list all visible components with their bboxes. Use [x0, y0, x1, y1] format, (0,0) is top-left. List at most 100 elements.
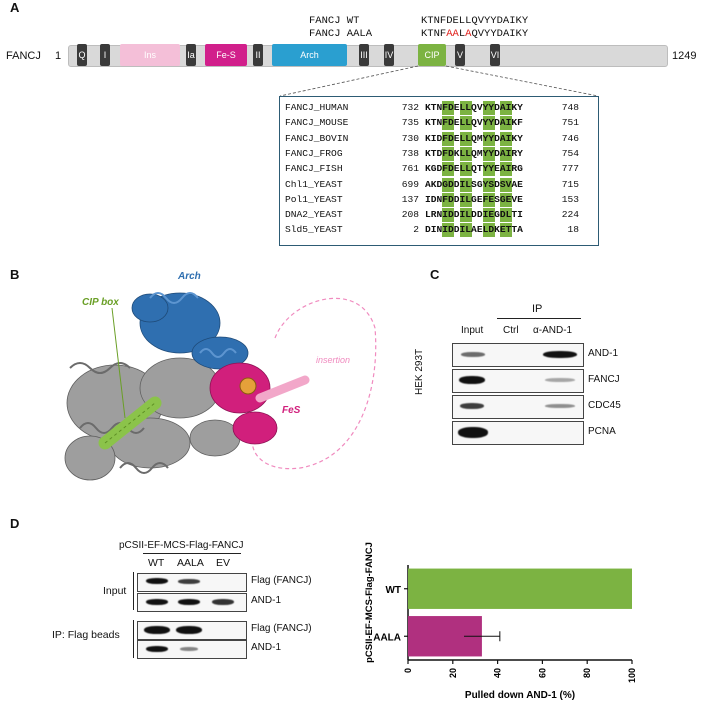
blot-d-ip-and1 — [137, 640, 247, 659]
panel-a-letter: A — [10, 0, 20, 15]
panel-b-letter: B — [10, 267, 20, 282]
conserved-highlight — [448, 131, 455, 146]
ip-flag-label: IP: Flag beads — [52, 629, 120, 641]
lane-aala: AALA — [177, 557, 204, 569]
x-tick-label: 0 — [403, 668, 413, 673]
x-tick-label: 80 — [582, 668, 592, 678]
alignment-sequence: LRNIDDILDDIEGDLTI — [425, 208, 555, 223]
conserved-highlight — [459, 223, 466, 238]
conserved-highlight — [442, 192, 449, 207]
blot-label-and1: AND-1 — [588, 348, 619, 359]
alignment-sequence: KTNFDELLQVYYDAIKY — [425, 101, 555, 115]
bar-chart: WT AALA 0 20 40 60 80 100 Pulled down AND-1 (%) p… — [364, 542, 637, 701]
domain-vi: VI — [490, 39, 500, 66]
alignment-start: 735 — [401, 117, 419, 129]
conserved-highlight — [465, 208, 472, 223]
lane-anti-and1: α-AND-1 — [533, 325, 573, 336]
conserved-highlight — [483, 146, 489, 161]
conserved-highlight — [459, 116, 466, 131]
blot-d-input-flag — [137, 573, 247, 592]
alignment-start: 137 — [401, 193, 419, 205]
alignment-sequence-text: KTNFDELLQVYYDAIKF — [425, 117, 523, 129]
protein-structure — [64, 292, 377, 481]
conserved-highlight — [483, 192, 489, 207]
domain-iv: IV — [384, 39, 394, 66]
conserved-highlight — [500, 146, 507, 161]
alignment-end: 153 — [561, 193, 579, 205]
conserved-highlight — [506, 162, 513, 177]
conserved-highlight — [506, 177, 513, 192]
alignment-sequence-text: KTNFDELLQVYYDAIKY — [425, 102, 523, 113]
x-axis-label: Pulled down AND-1 (%) — [465, 690, 575, 701]
alignment-start: 699 — [401, 178, 419, 190]
alignment-start: 738 — [401, 147, 419, 159]
conserved-highlight — [465, 162, 472, 177]
conserved-highlight — [483, 101, 489, 115]
conserved-highlight — [459, 101, 466, 115]
blot-label-cdc45: CDC45 — [588, 400, 621, 411]
alignment-species: FANCJ_BOVIN — [285, 132, 349, 144]
lane-ev: EV — [216, 557, 231, 569]
alignment-row: DNA2_YEAST 208 LRNIDDILDDIEGDLTI 224 — [285, 208, 579, 223]
conserved-highlight — [465, 177, 472, 192]
conserved-highlight — [500, 116, 507, 131]
bar-wt — [408, 568, 632, 609]
conserved-highlight — [459, 131, 466, 146]
alignment-row: Sld5_YEAST 2 DINIDDILAELDKETTA 18 — [285, 223, 579, 238]
blot-d-label-1: Flag (FANCJ) — [251, 575, 312, 586]
input-bracket — [133, 572, 134, 610]
conserved-highlight — [500, 101, 507, 115]
aala-sequence: KTNFAALAQVYYDAIKY — [421, 28, 529, 40]
conserved-highlight — [500, 177, 507, 192]
conserved-highlight — [448, 101, 455, 115]
alignment-species: FANCJ_MOUSE — [285, 117, 349, 129]
domain-cip: CIP — [418, 44, 446, 66]
domain-fes: Fe-S — [205, 44, 247, 66]
conserved-highlight — [488, 101, 495, 115]
alignment-sequence: DINIDDILAELDKETTA — [425, 223, 555, 238]
alignment-end: 18 — [567, 224, 579, 236]
alignment-start: 730 — [401, 132, 419, 144]
aala-label: FANCJ AALA — [309, 28, 373, 40]
alignment-sequence: KGDFDELLQTYYEAIRG — [425, 162, 555, 177]
lane-input: Input — [461, 325, 484, 336]
alignment-sequence: IDNFDDILGEFESGEVE — [425, 192, 555, 207]
cell-line-label: HEK 293T — [414, 348, 425, 395]
blot-d-input-and1 — [137, 593, 247, 612]
blot-d-label-2: AND-1 — [251, 595, 282, 606]
domain-arch: Arch — [272, 44, 347, 66]
x-tick-label: 40 — [493, 668, 503, 678]
alignment-start: 208 — [401, 209, 419, 221]
alignment-species: FANCJ_HUMAN — [285, 102, 349, 113]
alignment-sequence-text: KTDFDKLLQMYYDAIRY — [425, 147, 523, 159]
blot-label-fancj: FANCJ — [588, 374, 620, 385]
wt-sequence: KTNFDELLQVYYDAIKY — [421, 15, 529, 27]
conserved-highlight — [488, 192, 495, 207]
domain-ii: II — [253, 39, 263, 66]
alignment-end: 224 — [561, 209, 579, 221]
conserved-highlight — [442, 131, 449, 146]
conserved-highlight — [448, 177, 455, 192]
conserved-highlight — [442, 208, 449, 223]
conserved-highlight — [500, 223, 507, 238]
zoom-lines — [279, 65, 599, 97]
conserved-highlight — [442, 223, 449, 238]
lane-wt: WT — [148, 557, 165, 569]
conserved-highlight — [459, 162, 466, 177]
construct-bracket — [143, 553, 241, 554]
conserved-highlight — [448, 223, 455, 238]
alignment-end: 748 — [561, 102, 579, 113]
alignment-row: FANCJ_BOVIN 730 KIDFDELLQMYYDAIKY 746 — [285, 131, 579, 146]
domain-iii: III — [359, 39, 369, 66]
alignment-start: 761 — [401, 163, 419, 175]
alignment-species: FANCJ_FISH — [285, 163, 343, 175]
alignment-row: FANCJ_FROG 738 KTDFDKLLQMYYDAIRY 754 — [285, 146, 579, 161]
alignment-species: DNA2_YEAST — [285, 209, 343, 221]
conserved-highlight — [506, 131, 513, 146]
conserved-highlight — [442, 116, 449, 131]
blot-and1 — [452, 343, 584, 367]
wt-label: FANCJ WT — [309, 15, 360, 27]
conserved-highlight — [442, 146, 449, 161]
conserved-highlight — [488, 177, 495, 192]
alignment-species: Chl1_YEAST — [285, 178, 343, 190]
